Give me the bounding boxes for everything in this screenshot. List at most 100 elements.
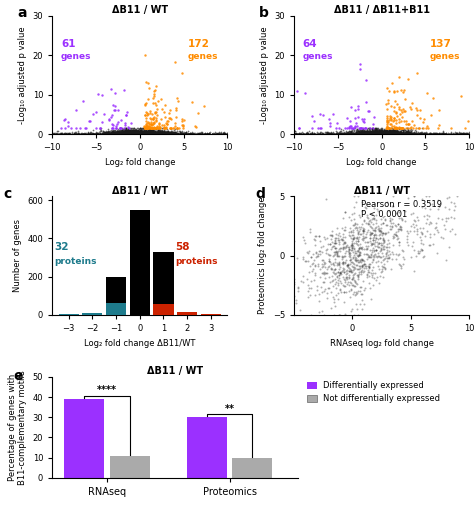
Point xyxy=(369,236,376,244)
Point xyxy=(148,127,155,135)
Point xyxy=(134,128,142,136)
Point xyxy=(350,282,357,290)
Point xyxy=(183,130,191,139)
Point xyxy=(142,124,149,133)
Point xyxy=(393,129,401,138)
Point xyxy=(203,129,210,137)
Point xyxy=(353,271,360,280)
Point xyxy=(171,130,178,139)
Point xyxy=(360,130,368,138)
Point xyxy=(415,130,423,138)
Point xyxy=(143,130,151,138)
Point xyxy=(122,128,130,136)
Point xyxy=(119,129,127,138)
Point xyxy=(128,130,136,138)
Point xyxy=(398,130,405,138)
Point xyxy=(361,130,369,139)
Point xyxy=(334,289,341,297)
Point xyxy=(121,130,129,138)
Point xyxy=(308,124,315,133)
Point xyxy=(140,129,147,138)
Point xyxy=(78,129,85,137)
Point xyxy=(145,130,152,138)
Point xyxy=(416,130,424,138)
Point xyxy=(366,231,374,239)
Point xyxy=(187,130,195,138)
Point xyxy=(122,129,130,137)
Point xyxy=(146,124,153,133)
Point xyxy=(117,129,125,138)
Point xyxy=(220,128,228,136)
Point xyxy=(128,130,135,138)
Point xyxy=(341,288,348,297)
Point xyxy=(379,243,386,251)
Point xyxy=(148,129,156,138)
Point xyxy=(142,124,149,133)
Point xyxy=(146,129,154,138)
Point xyxy=(378,127,386,135)
Point xyxy=(154,127,162,135)
Point xyxy=(111,89,118,98)
Point xyxy=(392,128,399,136)
Point xyxy=(145,130,152,139)
Point xyxy=(171,130,178,138)
Point xyxy=(371,130,379,138)
Point xyxy=(140,127,147,135)
Point xyxy=(146,107,154,115)
Point xyxy=(108,130,116,138)
Point xyxy=(148,130,155,139)
Point xyxy=(394,130,401,139)
Point xyxy=(383,130,391,139)
Point xyxy=(86,130,94,138)
Point xyxy=(456,129,464,138)
Point xyxy=(161,130,168,139)
Point xyxy=(384,130,392,139)
Point xyxy=(128,128,135,136)
Point xyxy=(381,130,389,138)
Point xyxy=(377,129,385,137)
Point xyxy=(316,232,323,240)
Point xyxy=(365,129,373,137)
Point xyxy=(344,129,352,138)
Point xyxy=(343,130,351,139)
Point xyxy=(405,128,413,136)
Point xyxy=(355,270,363,278)
Point xyxy=(351,130,358,139)
Point xyxy=(371,128,378,136)
Point xyxy=(131,130,139,139)
Point xyxy=(396,225,403,233)
Point xyxy=(154,130,162,138)
Point xyxy=(161,130,169,138)
Point xyxy=(135,129,143,138)
Point xyxy=(368,270,376,279)
Point xyxy=(121,130,129,138)
Point xyxy=(366,234,374,242)
Point xyxy=(308,129,316,138)
Point xyxy=(296,124,303,133)
Point xyxy=(378,128,386,136)
Point xyxy=(131,129,138,138)
Point xyxy=(372,216,379,224)
Point xyxy=(138,127,146,135)
Point xyxy=(415,129,423,138)
Title: ΔB11 / WT: ΔB11 / WT xyxy=(112,185,168,195)
Point xyxy=(364,129,372,138)
Point xyxy=(410,129,418,138)
Point xyxy=(202,130,210,138)
Point xyxy=(361,124,368,133)
Point xyxy=(146,126,154,134)
Point xyxy=(103,129,110,138)
Point xyxy=(393,100,401,108)
Point xyxy=(142,130,150,138)
Point xyxy=(136,129,143,137)
Point xyxy=(144,128,152,136)
Point xyxy=(343,130,350,138)
Point xyxy=(137,129,145,137)
Point xyxy=(147,130,155,138)
Point xyxy=(121,129,128,138)
Point xyxy=(148,130,156,138)
Point xyxy=(374,130,382,139)
Point xyxy=(374,127,381,135)
Point xyxy=(374,129,381,138)
Point xyxy=(365,125,373,133)
